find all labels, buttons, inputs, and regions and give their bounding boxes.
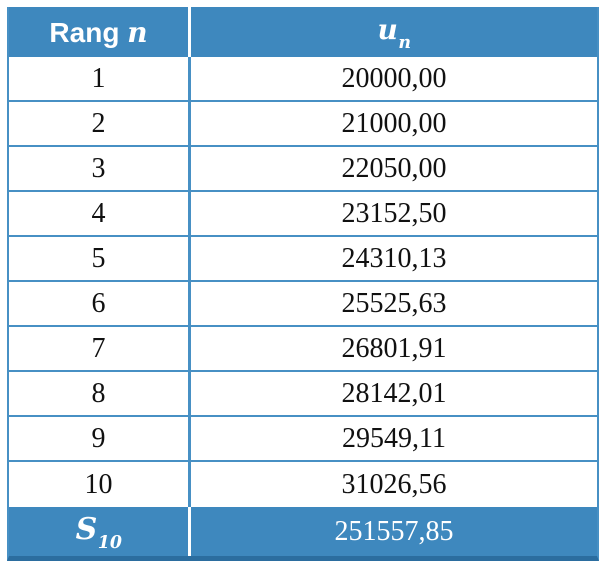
table-body: 1 20000,00 2 21000,00 3 22050,00 4 23152…	[9, 57, 597, 507]
rank-cell: 6	[9, 282, 191, 327]
table-row: 9 29549,11	[9, 417, 597, 462]
value-cell: 26801,91	[191, 327, 597, 372]
rank-cell: 4	[9, 192, 191, 237]
value-cell: 21000,00	[191, 102, 597, 147]
sum-label-cell: S10	[9, 507, 191, 556]
value-cell: 20000,00	[191, 57, 597, 102]
column-header-rank: Rang n	[9, 7, 191, 57]
sum-value-cell: 251557,85	[191, 507, 597, 556]
table-row: 8 28142,01	[9, 372, 597, 417]
value-cell: 22050,00	[191, 147, 597, 192]
table-row: 2 21000,00	[9, 102, 597, 147]
rank-header-variable: n	[127, 15, 148, 49]
value-cell: 31026,56	[191, 462, 597, 507]
table-footer: S10 251557,85	[9, 507, 597, 556]
table-row: 1 20000,00	[9, 57, 597, 102]
rank-cell: 8	[9, 372, 191, 417]
sum-row: S10 251557,85	[9, 507, 597, 556]
value-header-variable: u	[377, 13, 398, 47]
table-row: 10 31026,56	[9, 462, 597, 507]
table-row: 4 23152,50	[9, 192, 597, 237]
rank-cell: 2	[9, 102, 191, 147]
value-cell: 29549,11	[191, 417, 597, 462]
rank-cell: 9	[9, 417, 191, 462]
value-cell: 24310,13	[191, 237, 597, 282]
value-header-subscript: n	[398, 32, 411, 53]
value-cell: 28142,01	[191, 372, 597, 417]
rank-cell: 7	[9, 327, 191, 372]
sequence-values-table: Rang n un 1 20000,00 2 21000,00 3 22050,…	[7, 7, 599, 561]
sum-subscript: 10	[97, 532, 122, 553]
rank-cell: 3	[9, 147, 191, 192]
sum-symbol: S	[75, 512, 98, 548]
rank-cell: 5	[9, 237, 191, 282]
column-header-value: un	[191, 7, 597, 57]
table-row: 3 22050,00	[9, 147, 597, 192]
value-cell: 23152,50	[191, 192, 597, 237]
header-row: Rang n un	[9, 7, 597, 57]
table-row: 7 26801,91	[9, 327, 597, 372]
value-cell: 25525,63	[191, 282, 597, 327]
table-row: 6 25525,63	[9, 282, 597, 327]
rank-header-label: Rang	[49, 16, 120, 48]
table-header: Rang n un	[9, 7, 597, 57]
rank-cell: 1	[9, 57, 191, 102]
table-row: 5 24310,13	[9, 237, 597, 282]
rank-cell: 10	[9, 462, 191, 507]
